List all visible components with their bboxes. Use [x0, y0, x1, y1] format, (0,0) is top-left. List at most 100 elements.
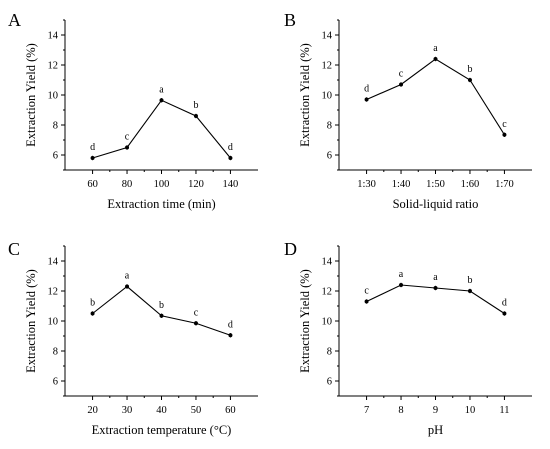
data-point [193, 114, 198, 118]
y-tick-label: 12 [48, 287, 59, 298]
y-tick-label: 10 [48, 91, 59, 102]
significance-label: a [433, 272, 438, 283]
y-tick-label: 10 [322, 317, 333, 328]
x-axis-title: Extraction temperature (°C) [92, 423, 232, 437]
panel-letter: B [284, 10, 296, 30]
panel-letter: D [284, 239, 297, 259]
y-tick-label: 8 [327, 347, 332, 358]
y-tick-label: 6 [53, 151, 58, 162]
data-point [502, 311, 507, 316]
y-tick-label: 6 [327, 377, 332, 388]
series-line [92, 285, 231, 336]
data-point [467, 289, 472, 293]
chart-panel-b: B 6 8 10 12 14 1:30 1:40 1:50 1:60 1:70 Solid-liqui… [284, 10, 532, 211]
y-tick-label: 8 [53, 121, 58, 132]
x-tick-label: 11 [499, 405, 509, 416]
chart-panel-d: D 6 8 10 12 14 7 8 9 10 11 pH Extraction Yield (%) c a… [284, 239, 532, 437]
chart-panel-a: A 6 8 10 12 14 60 80 100 120 140 Extraction time (m… [8, 10, 258, 211]
y-tick-label: 8 [327, 121, 332, 132]
x-tick-label: 50 [191, 405, 202, 416]
x-tick-label: 7 [364, 405, 369, 416]
significance-label: d [364, 84, 369, 95]
significance-label: b [467, 64, 472, 75]
significance-label: b [159, 300, 164, 311]
x-axis-title: pH [428, 423, 443, 437]
significance-label: c [399, 69, 404, 80]
significance-label: d [228, 142, 233, 153]
panel-letter: A [8, 10, 21, 30]
series-line [92, 99, 231, 159]
significance-label: b [193, 100, 198, 111]
series-line [366, 58, 505, 136]
x-tick-label: 10 [465, 405, 476, 416]
data-point [228, 333, 233, 338]
x-tick-label: 1:40 [392, 179, 411, 190]
significance-label: d [90, 142, 95, 153]
data-point [90, 156, 95, 160]
y-tick-label: 8 [53, 347, 58, 358]
data-point [193, 321, 198, 326]
y-tick-label: 14 [48, 257, 59, 268]
x-tick-label: 1:50 [426, 179, 445, 190]
x-tick-label: 60 [225, 405, 236, 416]
x-tick-label: 1:30 [357, 179, 376, 190]
x-tick-label: 1:60 [461, 179, 480, 190]
significance-label: a [159, 84, 164, 95]
data-point [125, 145, 130, 150]
y-tick-label: 12 [322, 61, 333, 72]
x-tick-label: 1:70 [495, 179, 514, 190]
data-point [467, 78, 472, 82]
significance-label: a [399, 269, 404, 280]
significance-label: b [90, 298, 95, 309]
significance-label: c [364, 286, 369, 297]
x-axis-title: Extraction time (min) [107, 197, 215, 211]
data-point [228, 156, 233, 160]
y-tick-label: 12 [322, 287, 333, 298]
significance-label: d [502, 298, 507, 309]
x-tick-label: 8 [398, 405, 403, 416]
x-tick-label: 120 [188, 179, 204, 190]
x-tick-label: 100 [154, 179, 170, 190]
y-axis-title: Extraction Yield (%) [24, 269, 38, 373]
data-point [399, 82, 404, 87]
x-tick-label: 30 [122, 405, 133, 416]
data-point [159, 313, 164, 318]
x-axis-title: Solid-liquid ratio [393, 197, 479, 211]
significance-label: d [228, 319, 233, 330]
x-tick-label: 20 [87, 405, 98, 416]
y-axis-title: Extraction Yield (%) [298, 269, 312, 373]
significance-label: a [125, 271, 130, 282]
significance-label: c [194, 307, 199, 318]
y-axis-title: Extraction Yield (%) [298, 43, 312, 147]
data-point [433, 57, 438, 61]
y-tick-label: 14 [322, 31, 333, 42]
data-point [502, 132, 507, 137]
y-tick-label: 6 [327, 151, 332, 162]
significance-label: c [125, 132, 130, 143]
data-point [364, 299, 369, 304]
y-tick-label: 6 [53, 377, 58, 388]
significance-label: b [467, 275, 472, 286]
significance-label: c [502, 119, 507, 130]
y-tick-label: 10 [322, 91, 333, 102]
significance-label: a [433, 43, 438, 54]
y-tick-label: 14 [48, 31, 59, 42]
y-tick-label: 12 [48, 61, 59, 72]
data-point [125, 284, 130, 289]
data-point [399, 283, 404, 287]
x-tick-label: 80 [122, 179, 133, 190]
data-point [90, 311, 95, 316]
data-point [364, 97, 369, 102]
x-tick-label: 140 [223, 179, 239, 190]
y-axis-title: Extraction Yield (%) [24, 43, 38, 147]
panel-letter: C [8, 239, 20, 259]
data-point [433, 286, 438, 290]
x-tick-label: 60 [87, 179, 98, 190]
data-point [159, 98, 164, 103]
y-tick-label: 14 [322, 257, 333, 268]
y-tick-label: 10 [48, 317, 59, 328]
x-tick-label: 40 [156, 405, 167, 416]
chart-panel-c: C 6 8 10 12 14 20 30 40 50 60 Extraction temperatur… [8, 239, 258, 437]
x-tick-label: 9 [433, 405, 438, 416]
